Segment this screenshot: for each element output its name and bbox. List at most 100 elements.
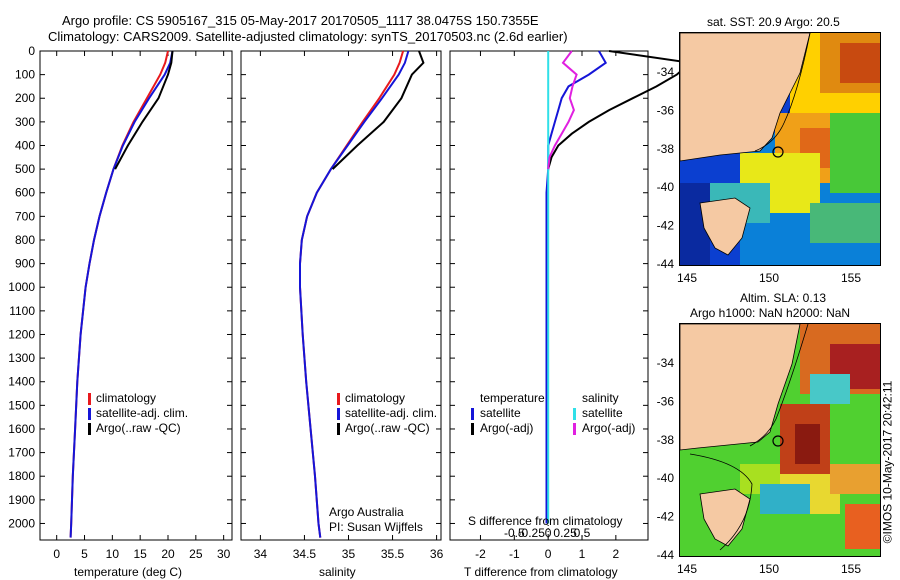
sal-xtick-label: 34 xyxy=(254,547,268,561)
diff-legend-t-satellite: satellite xyxy=(480,406,521,420)
diff-xtick-label: -1 xyxy=(509,547,520,561)
depth-tick-label: 1700 xyxy=(8,446,35,460)
sst-map xyxy=(679,32,881,266)
temp-line-argo xyxy=(114,50,174,170)
depth-tick-label: 1500 xyxy=(8,398,35,412)
diff-s-tick-label: 0 xyxy=(545,526,552,540)
diff-xlabel-top: S difference from climatology xyxy=(468,514,623,528)
diff-xtick-label: 0 xyxy=(545,547,552,561)
diff-legend-swatch-s-satellite xyxy=(573,408,576,420)
title-line-2: Climatology: CARS2009. Satellite-adjuste… xyxy=(48,29,568,44)
sal-xtick-label: 36 xyxy=(430,547,444,561)
temp-xtick-label: 10 xyxy=(106,547,120,561)
temp-legend-swatch-climatology xyxy=(88,393,91,405)
depth-tick-label: 400 xyxy=(15,138,35,152)
side-credit-label: ©IMOS 10-May-2017 20:42:11 xyxy=(880,380,895,544)
temp-line-satellite xyxy=(69,50,174,538)
diff-legend-swatch-s-argo xyxy=(573,423,576,435)
diff-xlabel: T difference from climatology xyxy=(464,565,618,579)
temp-legend-climatology: climatology xyxy=(96,391,157,405)
sla-map-title-1: Altim. SLA: 0.13 xyxy=(740,291,827,305)
title-line-1: Argo profile: CS 5905167_315 05-May-2017… xyxy=(62,13,539,28)
temp-xtick-label: 25 xyxy=(189,547,203,561)
temp-xtick-label: 30 xyxy=(217,547,231,561)
diff-s-tick-label: -0.5 xyxy=(504,526,525,540)
depth-tick-label: 1100 xyxy=(9,304,35,318)
sla-lat-tick-label: -44 xyxy=(657,548,675,562)
sla-lat-tick-label: -36 xyxy=(657,394,675,408)
temp-xtick-label: 5 xyxy=(81,547,88,561)
diff-legend-sal-title: salinity xyxy=(582,391,619,405)
sal-xtick-label: 35.5 xyxy=(381,547,405,561)
temp-xtick-label: 0 xyxy=(53,547,60,561)
sst-lon-tick-label: 145 xyxy=(677,271,697,285)
diff-xtick-label: -2 xyxy=(475,547,486,561)
sst-lat-tick-label: -44 xyxy=(657,257,675,271)
depth-tick-label: 900 xyxy=(15,257,35,271)
depth-tick-label: 600 xyxy=(15,186,35,200)
depth-tick-label: 800 xyxy=(15,233,35,247)
sst-lon-tick-label: 155 xyxy=(841,271,861,285)
sla-lat-tick-label: -42 xyxy=(657,510,675,524)
diff-xtick-label: 1 xyxy=(579,547,586,561)
sla-lon-tick-label: 155 xyxy=(841,562,861,576)
sal-line-argo xyxy=(331,50,425,170)
sal-footnote-2: PI: Susan Wijffels xyxy=(329,520,423,534)
sla-lat-tick-label: -40 xyxy=(657,471,675,485)
depth-tick-label: 0 xyxy=(28,44,35,58)
diff-legend-s-satellite: satellite xyxy=(582,406,623,420)
sst-lat-tick-label: -40 xyxy=(657,180,675,194)
diff-s-tick-label: -0.25 xyxy=(518,526,546,540)
depth-tick-label: 1600 xyxy=(8,422,35,436)
sal-xtick-label: 35 xyxy=(342,547,356,561)
depth-tick-label: 100 xyxy=(15,68,35,82)
sal-legend-swatch-climatology xyxy=(337,393,340,405)
diff-s-tick-label: 0.25 xyxy=(553,526,577,540)
sst-lat-tick-label: -36 xyxy=(657,103,675,117)
sst-lat-tick-label: -38 xyxy=(657,142,675,156)
temp-legend-argo: Argo(..raw -QC) xyxy=(96,421,181,435)
sal-legend-climatology: climatology xyxy=(345,391,406,405)
sal-axes-frame xyxy=(240,50,442,541)
depth-tick-label: 1800 xyxy=(8,469,35,483)
diff-t-line-satellite xyxy=(545,50,608,524)
diff-s-tick-label: 0.5 xyxy=(574,526,591,540)
temp-xtick-label: 15 xyxy=(133,547,147,561)
temp-xlabel: temperature (deg C) xyxy=(74,565,183,579)
sla-map-canvas xyxy=(680,324,880,556)
sla-lat-tick-label: -34 xyxy=(657,356,675,370)
sla-lon-tick-label: 150 xyxy=(759,562,779,576)
diff-legend-temp-title: temperature xyxy=(480,391,545,405)
temp-legend-satellite: satellite-adj. clim. xyxy=(96,406,189,420)
sla-map xyxy=(679,323,881,557)
sst-map-canvas xyxy=(680,33,880,265)
depth-tick-label: 700 xyxy=(15,209,35,223)
sal-legend-swatch-satellite xyxy=(337,408,340,420)
sal-line-satellite xyxy=(299,50,410,538)
sst-lat-tick-label: -42 xyxy=(657,219,675,233)
diff-legend-swatch-t-argo xyxy=(471,423,474,435)
depth-tick-label: 1900 xyxy=(8,493,35,507)
sst-lat-tick-label: -34 xyxy=(657,65,675,79)
sst-lon-tick-label: 150 xyxy=(759,271,779,285)
depth-tick-label: 1000 xyxy=(8,280,35,294)
diff-xtick-label: 2 xyxy=(613,547,620,561)
sal-legend-argo: Argo(..raw -QC) xyxy=(345,421,430,435)
sal-xlabel: salinity xyxy=(319,565,356,579)
depth-tick-label: 300 xyxy=(15,115,35,129)
depth-tick-label: 200 xyxy=(15,91,35,105)
sst-map-title: sat. SST: 20.9 Argo: 20.5 xyxy=(707,15,840,29)
diff-s-line-argo xyxy=(547,50,578,170)
depth-tick-label: 1400 xyxy=(8,375,35,389)
diff-legend-s-argo: Argo(-adj) xyxy=(582,421,636,435)
sal-legend-swatch-argo xyxy=(337,423,340,435)
diff-legend-t-argo: Argo(-adj) xyxy=(480,421,534,435)
depth-tick-label: 1300 xyxy=(8,351,35,365)
temp-legend-swatch-argo xyxy=(88,423,91,435)
depth-tick-label: 2000 xyxy=(8,516,35,530)
sal-footnote-1: Argo Australia xyxy=(329,505,404,519)
temp-xtick-label: 20 xyxy=(161,547,175,561)
sla-map-title-2: Argo h1000: NaN h2000: NaN xyxy=(690,306,851,320)
depth-tick-label: 500 xyxy=(15,162,35,176)
